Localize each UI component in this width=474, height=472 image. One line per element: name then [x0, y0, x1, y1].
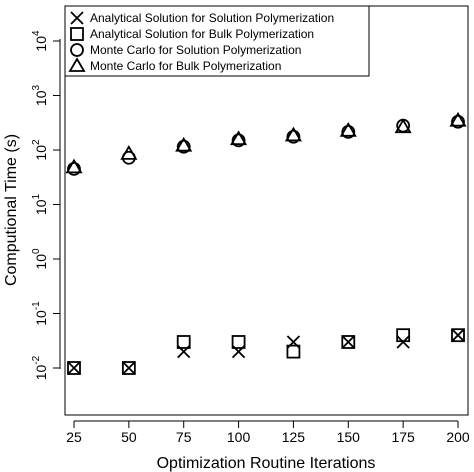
legend-marker-circle	[70, 43, 84, 57]
point-circle-150	[341, 124, 356, 139]
point-square-150	[341, 335, 356, 349]
point-circle-75	[176, 139, 191, 154]
point-triangle-50	[120, 145, 138, 160]
point-square-100	[231, 335, 246, 349]
point-circle-125	[286, 129, 301, 144]
point-triangle-125	[284, 126, 302, 142]
y-tick-label--1: 10-1	[31, 301, 49, 326]
legend-label-1: Analytical Solution for Solution Polymer…	[90, 11, 334, 25]
x-tick-label-50: 50	[121, 429, 137, 445]
point-triangle-175	[394, 118, 412, 134]
point-square-175	[396, 328, 411, 343]
legend-label-4: Monte Carlo for Bulk Polymerization	[90, 59, 281, 73]
point-triangle-150	[339, 122, 357, 137]
y-tick-label-text: 100	[31, 248, 49, 270]
y-tick-label-4: 104	[31, 30, 49, 52]
y-tick-label-3: 103	[31, 84, 49, 106]
point-x-200	[451, 328, 465, 342]
point-x-25	[67, 361, 81, 375]
legend-label-2: Analytical Solution for Bulk Polymerizat…	[90, 27, 314, 41]
point-square-50	[121, 361, 136, 375]
y-tick-label-text: 101	[31, 193, 49, 215]
point-triangle-100	[230, 130, 248, 146]
data-points	[65, 111, 467, 375]
legend-marker-square	[70, 27, 84, 41]
y-tick-label--2: 10-2	[31, 355, 49, 380]
x-tick-label-25: 25	[66, 429, 82, 445]
x-tick-label-125: 125	[282, 429, 306, 445]
legend-box	[64, 5, 370, 77]
x-tick-label-150: 150	[337, 429, 361, 445]
point-x-50	[122, 361, 136, 375]
point-triangle-200	[449, 111, 467, 127]
legend-marker-x	[70, 11, 84, 25]
legend: Analytical Solution for Solution Polymer…	[64, 5, 370, 77]
y-tick-label-text: 104	[31, 30, 49, 52]
point-x-150	[341, 335, 355, 349]
point-square-25	[67, 361, 81, 375]
y-tick-label-2: 102	[31, 139, 49, 161]
y-tick-label-text: 10-2	[31, 355, 49, 380]
point-circle-200	[451, 114, 465, 129]
x-tick-label-75: 75	[176, 429, 192, 445]
point-triangle-75	[175, 136, 193, 152]
x-tick-label-100: 100	[227, 429, 251, 445]
y-tick-label-text: 102	[31, 139, 49, 161]
legend-label-3: Monte Carlo for Solution Polymerization	[90, 43, 301, 57]
point-circle-100	[231, 133, 246, 148]
y-tick-label-0: 100	[31, 248, 49, 270]
legend-marker-triangle	[68, 57, 86, 72]
point-triangle-25	[65, 158, 83, 174]
point-square-200	[451, 328, 465, 343]
x-tick-label-175: 175	[391, 429, 415, 445]
y-axis: 10-2 10-1 100 101 102 103 104	[31, 30, 61, 380]
x-axis-title: Optimization Routine Iterations	[157, 455, 376, 472]
y-tick-label-1: 101	[31, 193, 49, 215]
point-square-75	[176, 335, 191, 349]
x-tick-label-200: 200	[446, 429, 470, 445]
y-tick-label-text: 10-1	[31, 301, 49, 326]
x-axis: 25 50 75 100 125 150 175 200	[66, 420, 470, 445]
y-tick-label-text: 103	[31, 84, 49, 106]
y-axis-title: Computional Time (s)	[3, 134, 20, 286]
point-square-125	[286, 344, 301, 359]
